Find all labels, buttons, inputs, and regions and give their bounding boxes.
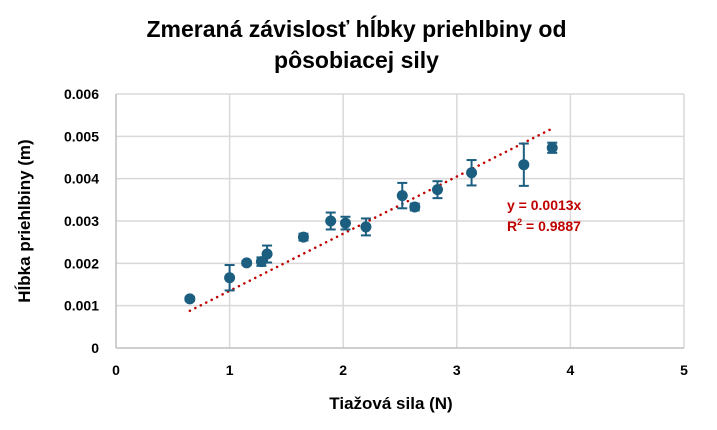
data-marker [360,221,372,233]
y-tick-label: 0.004 [64,171,99,187]
x-tick-label: 1 [226,362,234,378]
x-tick-label: 3 [453,362,461,378]
trendline-equation-label: y = 0.0013x R2 = 0.9887 [507,197,582,234]
data-marker [466,167,478,179]
data-point [241,257,253,269]
y-axis-tick-labels: 0 0.001 0.002 0.003 0.004 0.005 0.006 [64,86,99,356]
trendline [188,127,553,313]
y-tick-label: 0.002 [64,255,99,271]
data-point [466,159,478,187]
chart-title-line-1: Zmeraná závislosť hĺbky priehlbiny od [146,16,567,42]
data-point [339,215,351,231]
chart-title: Zmeraná závislosť hĺbky priehlbiny od pô… [0,14,717,76]
trendline-path [188,127,553,313]
data-marker [184,293,196,305]
data-series [184,141,558,305]
data-marker [255,256,267,268]
data-marker [241,257,253,269]
data-marker [431,184,443,196]
data-marker [261,248,273,260]
data-point [431,180,443,200]
y-tick-label: 0.003 [64,213,99,229]
data-point [261,244,273,264]
data-marker [409,201,421,213]
y-tick-label: 0.001 [64,298,99,314]
x-axis-title: Tiažová sila (N) [329,394,452,413]
data-marker [546,142,558,154]
data-marker [518,159,530,171]
data-point [224,264,236,292]
data-point [325,211,337,231]
data-point [184,293,196,305]
data-marker [297,231,309,243]
data-point [546,141,558,154]
data-marker [325,215,337,227]
data-point [255,256,267,268]
x-tick-label: 4 [567,362,575,378]
trendline-equation: y = 0.0013x [507,197,582,213]
chart-title-line-2: pôsobiacej sily [274,47,439,73]
data-point [518,142,530,187]
axes [115,94,684,349]
r-squared-label: R2 = 0.9887 [507,217,581,234]
data-point [297,231,309,243]
y-tick-label: 0 [91,340,99,356]
data-point [396,181,408,210]
gridlines [116,93,685,348]
data-marker [224,272,236,284]
y-tick-label: 0.005 [64,128,99,144]
x-tick-label: 2 [339,362,347,378]
data-marker [339,217,351,229]
data-marker [396,190,408,202]
y-tick-label: 0.006 [64,86,99,102]
data-point [409,201,421,213]
y-axis-title: Hĺbka priehlbiny (m) [14,139,34,302]
x-axis-tick-labels: 0 1 2 3 4 5 [112,362,688,378]
x-tick-label: 5 [680,362,688,378]
x-tick-label: 0 [112,362,120,378]
data-point [360,217,372,237]
